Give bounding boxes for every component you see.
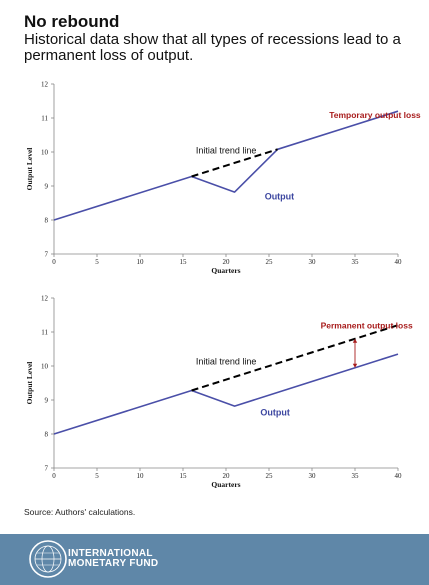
x-tick-label: 5 <box>95 258 99 266</box>
annotation-loss-label: Temporary output loss <box>329 110 421 120</box>
org-line-2: MONETARY FUND <box>68 558 159 569</box>
x-tick-label: 5 <box>95 472 99 480</box>
y-tick-label: 11 <box>41 329 48 337</box>
y-tick-label: 11 <box>41 115 48 123</box>
annotation-output-label: Output <box>265 192 295 202</box>
x-tick-label: 20 <box>223 472 231 480</box>
source-note: Source: Authors' calculations. <box>24 507 136 517</box>
footer-bar: INTERNATIONAL MONETARY FUND <box>0 534 429 585</box>
x-axis-label: Quarters <box>211 480 240 489</box>
page-title: No rebound <box>24 12 120 31</box>
loss-gap-arrowhead-bottom <box>352 363 358 368</box>
x-tick-label: 35 <box>352 258 360 266</box>
annotation-loss-label: Permanent output loss <box>321 321 413 331</box>
x-tick-label: 30 <box>309 258 317 266</box>
y-axis-label: Output Level <box>25 148 34 191</box>
annotation-trend-label: Initial trend line <box>196 146 257 156</box>
annotation-trend-label: Initial trend line <box>196 356 257 366</box>
x-tick-label: 30 <box>309 472 317 480</box>
x-tick-label: 20 <box>223 258 231 266</box>
x-tick-label: 0 <box>52 258 56 266</box>
chart-permanent-loss: 7 8 9 10 11 12 0 5 10 15 20 25 30 35 40 Quarters Output … <box>25 295 413 490</box>
x-tick-label: 35 <box>352 472 360 480</box>
y-tick-label: 12 <box>41 81 49 89</box>
y-tick-label: 8 <box>45 217 49 225</box>
series-output-line <box>53 353 399 435</box>
x-tick-label: 40 <box>395 258 403 266</box>
x-tick-label: 25 <box>266 472 274 480</box>
y-tick-label: 9 <box>45 183 49 191</box>
x-tick-label: 10 <box>137 472 145 480</box>
chart-temporary-loss: 7 8 9 10 11 12 0 5 10 15 20 25 30 35 40 Quarters Output … <box>25 81 421 276</box>
page-subtitle: Historical data show that all types of r… <box>24 31 401 64</box>
y-tick-label: 10 <box>41 149 49 157</box>
y-tick-label: 9 <box>45 397 49 405</box>
x-tick-label: 25 <box>266 258 274 266</box>
y-tick-label: 8 <box>45 431 49 439</box>
x-tick-label: 0 <box>52 472 56 480</box>
y-tick-label: 7 <box>45 465 49 473</box>
y-tick-label: 10 <box>41 363 49 371</box>
y-tick-label: 7 <box>45 251 49 259</box>
annotation-output-label: Output <box>260 407 290 417</box>
x-tick-label: 10 <box>137 258 145 266</box>
x-axis-label: Quarters <box>211 266 240 275</box>
x-tick-label: 15 <box>180 472 188 480</box>
y-tick-label: 12 <box>41 295 49 303</box>
series-trend-line <box>191 324 399 392</box>
x-tick-label: 15 <box>180 258 188 266</box>
x-tick-label: 40 <box>395 472 403 480</box>
imf-wordmark: INTERNATIONAL MONETARY FUND <box>68 549 208 569</box>
loss-gap-arrowhead-top <box>352 338 358 343</box>
series-output-line <box>53 110 399 221</box>
series-trend-line <box>191 148 278 178</box>
y-axis-label: Output Level <box>25 362 34 405</box>
imf-seal-icon <box>29 540 67 578</box>
org-line-1: INTERNATIONAL <box>68 548 153 559</box>
